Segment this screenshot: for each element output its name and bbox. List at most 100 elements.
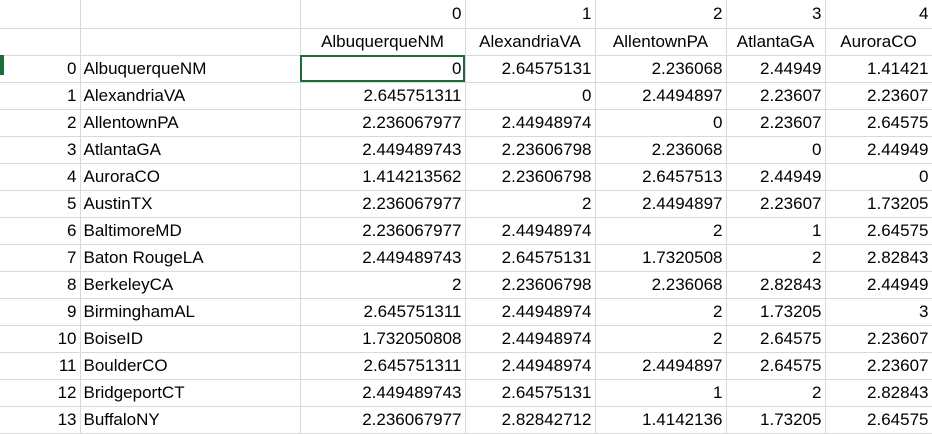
value-cell[interactable]: 2.645751311 <box>300 352 466 380</box>
value-cell[interactable]: 2.44948974 <box>465 217 596 245</box>
value-cell[interactable]: 2.82843 <box>726 271 826 299</box>
row-name-cell[interactable]: Baton RougeLA <box>80 244 301 272</box>
value-cell[interactable]: 2.236067977 <box>300 190 466 218</box>
row-name-cell[interactable]: BridgeportCT <box>80 379 301 407</box>
value-cell[interactable]: 2.64575131 <box>465 55 596 83</box>
row-name-cell[interactable]: AustinTX <box>80 190 301 218</box>
value-cell[interactable]: 2.236067977 <box>300 109 466 137</box>
cell[interactable] <box>0 0 81 29</box>
value-cell[interactable]: 1.73205 <box>726 406 826 434</box>
value-cell[interactable]: 2.23607 <box>726 190 826 218</box>
value-cell[interactable]: 2.44948974 <box>465 109 596 137</box>
row-name-cell[interactable]: AllentownPA <box>80 109 301 137</box>
row-name-cell[interactable]: BoulderCO <box>80 352 301 380</box>
row-name-cell[interactable]: BoiseID <box>80 325 301 353</box>
row-index-cell[interactable]: 12 <box>0 379 81 407</box>
selected-cell[interactable]: 0 <box>300 55 466 83</box>
value-cell[interactable]: 2.449489743 <box>300 136 466 164</box>
value-cell[interactable]: 2.236067977 <box>300 217 466 245</box>
value-cell[interactable]: 2.23607 <box>726 109 826 137</box>
row-name-cell[interactable]: AlbuquerqueNM <box>80 55 301 83</box>
value-cell[interactable]: 2.645751311 <box>300 82 466 110</box>
cell[interactable] <box>0 28 81 56</box>
value-cell[interactable]: 2.6457513 <box>595 163 727 191</box>
row-index-cell[interactable]: 2 <box>0 109 81 137</box>
row-index-cell[interactable]: 6 <box>0 217 81 245</box>
cell[interactable]: 2 <box>595 0 727 29</box>
value-cell[interactable]: 2.449489743 <box>300 379 466 407</box>
value-cell[interactable]: 2 <box>726 379 826 407</box>
cell[interactable] <box>80 0 301 29</box>
value-cell[interactable]: 2 <box>595 325 727 353</box>
value-cell[interactable]: 2.236068 <box>595 136 727 164</box>
value-cell[interactable]: 2.44948974 <box>465 325 596 353</box>
value-cell[interactable]: 2.44949 <box>825 136 932 164</box>
value-cell[interactable]: 1.4142136 <box>595 406 727 434</box>
value-cell[interactable]: 1.414213562 <box>300 163 466 191</box>
value-cell[interactable]: 2.64575 <box>726 325 826 353</box>
column-header-cell[interactable]: AlexandriaVA <box>465 28 596 56</box>
value-cell[interactable]: 0 <box>465 82 596 110</box>
value-cell[interactable]: 2 <box>595 217 727 245</box>
value-cell[interactable]: 2.236067977 <box>300 406 466 434</box>
value-cell[interactable]: 2.4494897 <box>595 352 727 380</box>
value-cell[interactable]: 1.732050808 <box>300 325 466 353</box>
cell[interactable]: 0 <box>300 0 466 29</box>
row-name-cell[interactable]: BuffaloNY <box>80 406 301 434</box>
value-cell[interactable]: 2.236068 <box>595 55 727 83</box>
value-cell[interactable]: 2.64575 <box>726 352 826 380</box>
value-cell[interactable]: 0 <box>595 109 727 137</box>
value-cell[interactable]: 2 <box>465 190 596 218</box>
column-header-cell[interactable]: AtlantaGA <box>726 28 826 56</box>
value-cell[interactable]: 2.82842712 <box>465 406 596 434</box>
value-cell[interactable]: 2.23606798 <box>465 136 596 164</box>
value-cell[interactable]: 2.23607 <box>825 352 932 380</box>
value-cell[interactable]: 1 <box>726 217 826 245</box>
value-cell[interactable]: 2.82843 <box>825 244 932 272</box>
row-name-cell[interactable]: BaltimoreMD <box>80 217 301 245</box>
value-cell[interactable]: 2.23606798 <box>465 271 596 299</box>
row-index-cell[interactable]: 11 <box>0 352 81 380</box>
value-cell[interactable]: 2.44949 <box>726 163 826 191</box>
row-name-cell[interactable]: AlexandriaVA <box>80 82 301 110</box>
cell[interactable] <box>80 28 301 56</box>
value-cell[interactable]: 2.23607 <box>726 82 826 110</box>
column-header-cell[interactable]: AuroraCO <box>825 28 932 56</box>
value-cell[interactable]: 2.44948974 <box>465 352 596 380</box>
row-name-cell[interactable]: BirminghamAL <box>80 298 301 326</box>
value-cell[interactable]: 2.23606798 <box>465 163 596 191</box>
value-cell[interactable]: 2.645751311 <box>300 298 466 326</box>
row-index-cell[interactable]: 7 <box>0 244 81 272</box>
row-index-cell[interactable]: 10 <box>0 325 81 353</box>
value-cell[interactable]: 1.41421 <box>825 55 932 83</box>
row-name-cell[interactable]: BerkeleyCA <box>80 271 301 299</box>
row-name-cell[interactable]: AuroraCO <box>80 163 301 191</box>
column-header-cell[interactable]: AlbuquerqueNM <box>300 28 466 56</box>
value-cell[interactable]: 2.64575 <box>825 217 932 245</box>
row-index-cell[interactable]: 3 <box>0 136 81 164</box>
row-index-cell[interactable]: 8 <box>0 271 81 299</box>
value-cell[interactable]: 2.44948974 <box>465 298 596 326</box>
value-cell[interactable]: 1.73205 <box>825 190 932 218</box>
value-cell[interactable]: 2.44949 <box>726 55 826 83</box>
value-cell[interactable]: 1.7320508 <box>595 244 727 272</box>
cell[interactable]: 1 <box>465 0 596 29</box>
value-cell[interactable]: 2.449489743 <box>300 244 466 272</box>
value-cell[interactable]: 2 <box>300 271 466 299</box>
row-index-cell[interactable]: 4 <box>0 163 81 191</box>
value-cell[interactable]: 0 <box>726 136 826 164</box>
value-cell[interactable]: 2.23607 <box>825 325 932 353</box>
value-cell[interactable]: 2.82843 <box>825 379 932 407</box>
value-cell[interactable]: 2.64575131 <box>465 244 596 272</box>
value-cell[interactable]: 2.4494897 <box>595 82 727 110</box>
value-cell[interactable]: 2.4494897 <box>595 190 727 218</box>
cell[interactable]: 3 <box>726 0 826 29</box>
value-cell[interactable]: 2 <box>726 244 826 272</box>
value-cell[interactable]: 3 <box>825 298 932 326</box>
cell[interactable]: 4 <box>825 0 932 29</box>
value-cell[interactable]: 2.23607 <box>825 82 932 110</box>
row-index-cell[interactable]: 5 <box>0 190 81 218</box>
value-cell[interactable]: 1 <box>595 379 727 407</box>
value-cell[interactable]: 2.236068 <box>595 271 727 299</box>
row-index-cell[interactable]: 0 <box>0 55 81 83</box>
